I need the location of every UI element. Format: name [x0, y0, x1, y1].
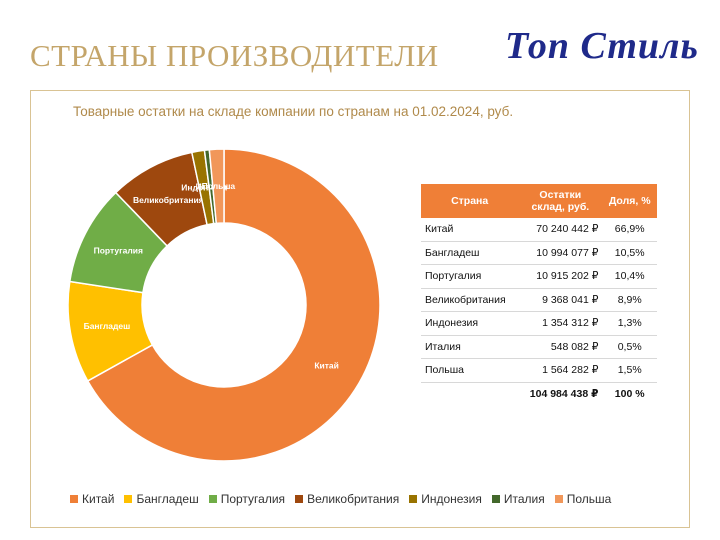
- legend-label: Португалия: [220, 492, 286, 506]
- legend-label: Польша: [566, 492, 612, 506]
- cell-share: 10,4%: [602, 264, 657, 289]
- table-row: Китай 70 240 442 ₽66,9%: [421, 218, 657, 242]
- cell-amount: 10 915 202 ₽: [518, 264, 603, 289]
- legend-item: Бангладеш: [124, 492, 199, 506]
- legend-swatch: [70, 495, 78, 503]
- page-title: СТРАНЫ ПРОИЗВОДИТЕЛИ: [30, 38, 439, 73]
- legend-swatch: [491, 495, 500, 503]
- cell-country: Португалия: [421, 264, 519, 289]
- table-total-row: 104 984 438 ₽ 100 %: [421, 382, 657, 405]
- cell-country: Польша: [421, 358, 519, 383]
- legend-label: Китай: [82, 492, 115, 506]
- legend-swatch: [554, 495, 563, 503]
- total-label: [421, 382, 518, 405]
- cell-country: Китай: [421, 218, 519, 242]
- legend-label: Бангладеш: [136, 492, 199, 506]
- header-amount-line2: склад, руб.: [531, 201, 590, 213]
- cell-share: 66,9%: [602, 218, 657, 242]
- slice-label: Польша: [202, 181, 236, 191]
- cell-amount: 1 564 282 ₽: [518, 358, 603, 383]
- cell-country: Великобритания: [421, 288, 519, 312]
- chart-title: Товарные остатки на складе компании по с…: [73, 104, 514, 119]
- legend-label: Индонезия: [421, 492, 482, 506]
- legend-item: Китай: [70, 492, 114, 506]
- cell-country: Бангладеш: [421, 241, 519, 265]
- slice-label: Португалия: [94, 245, 143, 255]
- legend-item: Италия: [491, 492, 545, 506]
- legend-label: Италия: [503, 492, 545, 506]
- cell-amount: 548 082 ₽: [518, 335, 603, 359]
- slice-label: Италия: [196, 182, 227, 192]
- table-row: Италия 548 082 ₽0,5%: [421, 335, 657, 359]
- cell-amount: 10 994 077 ₽: [518, 241, 603, 265]
- header-share: Доля, %: [602, 184, 657, 218]
- legend-item: Польша: [554, 492, 612, 506]
- table-row: Польша 1 564 282 ₽1,5%: [421, 358, 657, 383]
- header-amount: Остатки склад, руб.: [518, 184, 603, 218]
- legend-item: Индонезия: [409, 492, 482, 506]
- content-frame: [30, 90, 690, 528]
- header-country: Страна: [421, 184, 519, 218]
- slice-label: Индонезия: [181, 183, 227, 193]
- cell-share: 1,5%: [602, 358, 657, 383]
- table-row: Португалия 10 915 202 ₽10,4%: [421, 264, 657, 289]
- slice-label: Бангладеш: [84, 321, 131, 331]
- table-row: Великобритания 9 368 041 ₽8,9%: [421, 288, 657, 312]
- cell-country: Индонезия: [421, 311, 519, 336]
- legend-item: Португалия: [208, 492, 286, 506]
- slice-7: [208, 148, 225, 225]
- legend-swatch: [124, 495, 133, 503]
- slice-label: Великобритания: [133, 195, 204, 205]
- cell-country: Италия: [421, 335, 519, 359]
- slice-label: Китай: [314, 360, 339, 370]
- total-amount: 104 984 438 ₽: [529, 387, 599, 400]
- cell-amount: 9 368 041 ₽: [518, 288, 603, 312]
- cell-amount: 70 240 442 ₽: [518, 218, 603, 242]
- brand-logo: Топ Стиль: [505, 25, 699, 67]
- cell-share: 10,5%: [602, 241, 657, 265]
- slice-1: [86, 148, 381, 462]
- legend-item: Великобритания: [295, 492, 399, 506]
- cell-share: 0,5%: [602, 335, 657, 359]
- legend-label: Великобритания: [307, 492, 400, 506]
- cell-share: 1,3%: [602, 311, 657, 336]
- header-amount-line1: Остатки: [539, 189, 582, 201]
- stock-table: Страна Остатки склад, руб. Доля, % Китай…: [421, 184, 657, 405]
- table-header-row: Страна Остатки склад, руб. Доля, %: [421, 184, 657, 218]
- table-row: Индонезия 1 354 312 ₽1,3%: [421, 311, 657, 336]
- cell-share: 8,9%: [602, 288, 657, 312]
- total-share: 100 %: [614, 387, 645, 400]
- table-row: Бангладеш 10 994 077 ₽10,5%: [421, 241, 657, 265]
- legend-swatch: [409, 495, 418, 503]
- chart-legend: Китай Бангладеш Португалия Великобритания Ин…: [70, 492, 670, 506]
- legend-swatch: [295, 495, 304, 503]
- legend-swatch: [208, 495, 217, 503]
- cell-amount: 1 354 312 ₽: [518, 311, 603, 336]
